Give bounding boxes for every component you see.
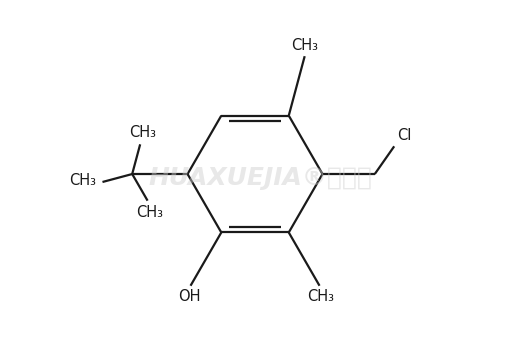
Text: CH₃: CH₃ <box>291 38 318 53</box>
Text: Cl: Cl <box>397 129 411 143</box>
Text: HUAXUEJIA®化学加: HUAXUEJIA®化学加 <box>148 166 372 190</box>
Text: OH: OH <box>178 289 201 304</box>
Text: CH₃: CH₃ <box>69 173 96 188</box>
Text: CH₃: CH₃ <box>136 205 163 220</box>
Text: CH₃: CH₃ <box>307 289 334 304</box>
Text: CH₃: CH₃ <box>128 125 155 140</box>
